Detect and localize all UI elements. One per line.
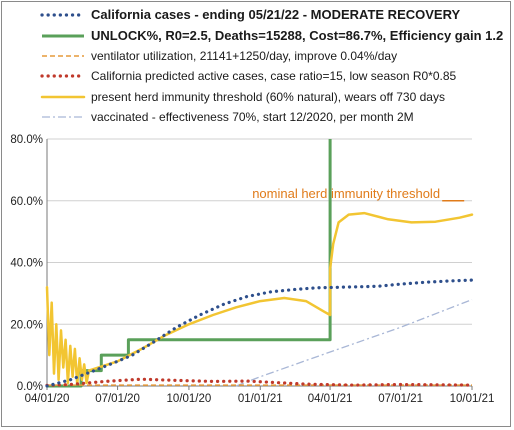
x-tick-label: 10/01/21 (450, 393, 495, 405)
plot-area: 0.0% 20.0% 40.0% 60.0% 80.0% 04/01/20 07/01/20… (10, 134, 494, 405)
series-line-5 (235, 298, 473, 387)
annotation-text: nominal herd immunity threshold (252, 186, 440, 201)
y-tick-label: 80.0% (10, 134, 43, 146)
legend-label-1: UNLOCK%, R0=2.5, Deaths=15288, Cost=86.7… (91, 28, 503, 43)
legend-label-4: present herd immunity threshold (60% nat… (91, 90, 445, 104)
x-tick-label: 04/01/20 (25, 393, 70, 405)
y-tick-label: 0.0% (17, 381, 43, 393)
legend-label-3: California predicted active cases, case … (91, 69, 457, 83)
x-tick-label: 07/01/20 (95, 393, 140, 405)
x-tick-label: 04/01/21 (308, 393, 353, 405)
x-tick-label: 01/01/21 (238, 393, 283, 405)
legend: California cases - ending 05/21/22 - MOD… (40, 7, 503, 124)
x-tick-label: 10/01/20 (167, 393, 212, 405)
legend-label-2: ventilator utilization, 21141+1250/day, … (91, 49, 397, 63)
series-line-4 (45, 211, 474, 386)
y-tick-label: 60.0% (10, 196, 43, 208)
legend-label-0: California cases - ending 05/21/22 - MOD… (91, 7, 460, 22)
legend-label-5: vaccinated - effectiveness 70%, start 12… (91, 110, 414, 124)
y-tick-label: 40.0% (10, 258, 43, 270)
series-line-0 (45, 278, 474, 388)
y-tick-label: 20.0% (10, 319, 43, 331)
x-tick-label: 07/01/21 (378, 393, 423, 405)
series-line-3 (45, 377, 474, 387)
series-line-1 (47, 139, 332, 388)
